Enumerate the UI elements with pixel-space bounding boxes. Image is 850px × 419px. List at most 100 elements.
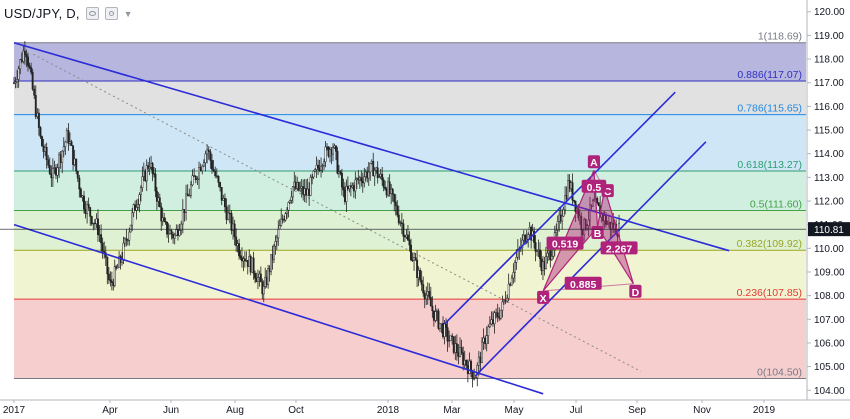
pattern-ratio-label: 0.5: [587, 182, 602, 194]
candle-body: [507, 283, 510, 299]
candle-body: [84, 208, 87, 214]
candle-body: [477, 356, 480, 366]
candle-body: [470, 360, 472, 371]
candle-body: [220, 186, 223, 201]
candle-body: [83, 195, 85, 210]
candle-body: [571, 182, 574, 201]
candle-body: [201, 165, 204, 172]
candle-body: [570, 182, 572, 190]
candle-body: [589, 204, 591, 221]
channel-line-descending-lower[interactable]: [13, 223, 544, 395]
candle-body: [129, 224, 132, 233]
pattern-xab-triangle[interactable]: [542, 170, 599, 292]
symbol-title[interactable]: USD/JPY, D,: [4, 6, 80, 21]
candle-body: [388, 181, 391, 194]
candle-body: [33, 88, 36, 96]
candle-body: [141, 176, 144, 188]
candle-body: [202, 162, 205, 167]
candle-body: [306, 188, 309, 196]
time-tick-label: 2017: [3, 405, 26, 416]
fibonacci-retracement[interactable]: 0(104.50) 0.236(107.85) 0.382(109.92) 0.5(1…: [14, 31, 806, 379]
candle-body: [492, 319, 494, 324]
candle-body: [191, 175, 194, 186]
candle-body: [308, 188, 311, 196]
candle-body: [109, 279, 112, 282]
candle-body: [439, 323, 441, 329]
candle-body: [278, 225, 281, 230]
candle-body: [343, 189, 346, 202]
candle-body: [175, 229, 178, 236]
price-axis[interactable]: 104.00 105.00 106.00 107.00 108.00 109.00 110.…: [806, 0, 850, 419]
candle-body: [455, 343, 458, 353]
harmonic-pattern[interactable]: X A B C D 0.519 0.5 2.267 0.885: [537, 155, 642, 305]
price-tick-label: 106.00: [814, 338, 845, 349]
candle-body: [367, 171, 370, 179]
candle-body: [555, 230, 558, 234]
eye-icon[interactable]: [85, 7, 99, 20]
candle-body: [287, 202, 290, 211]
candle-body: [499, 309, 502, 319]
candle-body: [293, 181, 296, 188]
candle-body: [323, 161, 325, 166]
candle-body: [142, 170, 145, 177]
chevron-down-icon[interactable]: ▼: [123, 8, 133, 19]
candle-body: [78, 177, 81, 190]
candle-body: [400, 222, 403, 225]
candle-body: [335, 145, 337, 152]
candle-body: [107, 273, 110, 280]
candle-body: [217, 176, 220, 183]
candle-body: [34, 95, 37, 117]
candle-body: [403, 235, 406, 238]
pattern-point-x: X: [540, 293, 547, 305]
channel-line-ascending-lower[interactable]: [474, 141, 707, 377]
channel-line-ascending-upper[interactable]: [443, 91, 676, 325]
candle-body: [65, 130, 68, 143]
candle-body: [98, 234, 101, 236]
candle-body: [390, 188, 393, 194]
candle-body: [297, 182, 300, 191]
candle-body: [506, 297, 509, 302]
gear-icon[interactable]: [104, 7, 118, 20]
time-axis[interactable]: 2017 Apr Jun Aug Oct 2018 Mar May Jul Sep Nov 2019: [0, 399, 850, 419]
candle-body: [268, 268, 271, 273]
candle-body: [267, 268, 270, 285]
candle-body: [463, 360, 466, 365]
candle-body: [148, 166, 151, 169]
candle-body: [597, 202, 600, 207]
candle-body: [214, 170, 217, 177]
candle-body: [196, 178, 199, 181]
candle-body: [86, 204, 89, 214]
pattern-bcd-triangle[interactable]: [596, 188, 634, 285]
candle-body: [172, 234, 175, 239]
price-tick-label: 110.00: [814, 244, 844, 255]
candle-body: [417, 270, 420, 278]
candle-body: [28, 65, 31, 68]
fib-level-label: 0.5(111.60): [750, 198, 802, 210]
price-tick-label: 112.00: [814, 197, 844, 208]
candle-body: [405, 234, 408, 238]
candle-body: [317, 164, 320, 169]
candle-body: [348, 185, 351, 190]
trend-channels[interactable]: [13, 41, 730, 395]
candle-body: [14, 81, 17, 84]
candle-body: [481, 341, 483, 363]
candle-body: [199, 167, 202, 172]
candle-body: [382, 179, 385, 188]
channel-line-descending-upper[interactable]: [13, 41, 730, 252]
candle-body: [31, 71, 34, 90]
candle-body: [606, 223, 609, 225]
chart-legend: USD/JPY, D, ▼: [4, 6, 133, 21]
candle-body: [366, 171, 369, 179]
candle-body: [327, 147, 330, 157]
candle-body: [44, 147, 47, 152]
price-tick-label: 115.00: [814, 126, 844, 137]
candle-body: [288, 200, 291, 203]
time-axis-bg: [0, 400, 850, 419]
candle-body: [533, 230, 536, 243]
candle-body: [591, 200, 594, 207]
candle-body: [64, 141, 67, 147]
candle-body: [509, 283, 512, 286]
candle-body: [72, 145, 75, 165]
